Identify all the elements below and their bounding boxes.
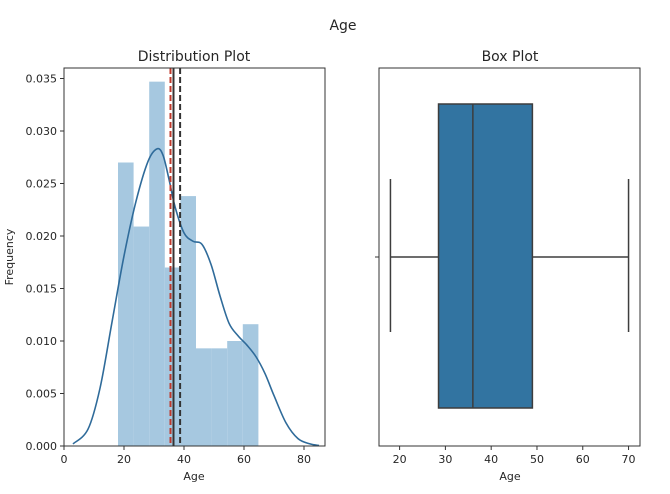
x-tick-label: 20: [117, 453, 131, 466]
y-tick-label: 0.005: [26, 388, 58, 401]
figure-suptitle: Age: [329, 18, 356, 34]
y-tick-label: 0.010: [26, 335, 58, 348]
y-tick-label: 0.035: [26, 73, 58, 86]
distribution-plot: Distribution Plot 0 20 40 60 80 0.0000.0050.…: [3, 49, 326, 483]
box-plot-title: Box Plot: [482, 49, 539, 65]
statistic-lines: [169, 68, 182, 446]
x-tick-label: 40: [177, 453, 191, 466]
histogram-bar: [196, 348, 212, 446]
histogram-bar: [133, 226, 150, 446]
kde-curve: [72, 147, 320, 447]
distribution-y-axis-label: Frequency: [3, 228, 16, 285]
x-tick-label: 80: [297, 453, 311, 466]
box-x-ticks: 20 30 40 50 60 70: [393, 446, 636, 466]
histogram-bar: [227, 341, 243, 446]
x-tick-label: 30: [438, 453, 452, 466]
distribution-plot-title: Distribution Plot: [138, 49, 251, 65]
y-tick-label: 0.015: [26, 283, 58, 296]
histogram-bar: [211, 348, 228, 446]
x-tick-label: 70: [622, 453, 636, 466]
y-tick-label: 0.020: [26, 230, 58, 243]
distribution-y-ticks: 0.000 0.005 0.010 0.015 0.020 0.025 0.030 0.035: [26, 73, 64, 453]
x-tick-label: 50: [530, 453, 544, 466]
x-tick-label: 0: [61, 453, 68, 466]
y-tick-label: 0.025: [26, 178, 58, 191]
histogram-bar: [149, 81, 165, 447]
y-tick-label: 0.000: [26, 440, 58, 453]
box-elements: [389, 103, 630, 409]
x-tick-label: 20: [393, 453, 407, 466]
x-tick-label: 60: [237, 453, 251, 466]
y-tick-label: 0.030: [26, 125, 58, 138]
x-tick-label: 60: [576, 453, 590, 466]
box-x-axis-label: Age: [499, 470, 521, 483]
distribution-x-ticks: 0 20 40 60 80: [61, 446, 311, 466]
distribution-plot-frame: [63, 67, 326, 447]
box-plot: Box Plot 20 30 40 50 60 70 Age: [375, 49, 641, 483]
distribution-x-axis-label: Age: [183, 470, 205, 483]
x-tick-label: 40: [484, 453, 498, 466]
histogram-bars: [118, 81, 259, 447]
histogram-bar: [118, 162, 134, 446]
interquartile-box: [437, 103, 534, 409]
histogram-bar: [180, 196, 196, 446]
